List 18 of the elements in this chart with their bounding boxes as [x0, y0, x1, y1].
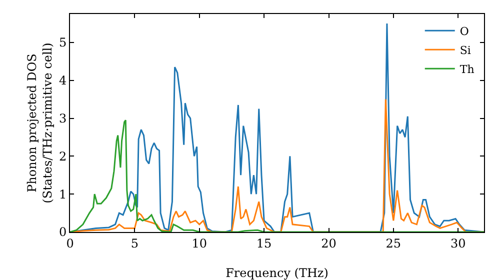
y-tick-label: 4 — [58, 74, 67, 88]
y-tick-label: 3 — [58, 111, 67, 126]
x-tick-label: 20 — [321, 236, 336, 250]
legend-label: O — [460, 24, 469, 38]
x-tick-label: 10 — [192, 236, 208, 250]
x-axis-title: Frequency (THz) — [226, 266, 328, 280]
x-tick-label: 15 — [256, 236, 272, 250]
y-tick-label: 5 — [58, 36, 67, 50]
line-series — [70, 119, 484, 232]
y-tick-label: 1 — [58, 187, 67, 202]
y-axis-title: Phonon projected DOS (States/THz·primitive cell) — [25, 42, 55, 204]
x-tick-label: 25 — [386, 236, 402, 250]
x-tick-label: 5 — [130, 236, 139, 250]
legend-label: Th — [460, 62, 474, 76]
y-tick-label: 2 — [58, 149, 67, 164]
legend-label: Si — [460, 44, 472, 57]
y-tick-label: 0 — [58, 225, 67, 240]
x-tick-label: 30 — [450, 236, 466, 250]
